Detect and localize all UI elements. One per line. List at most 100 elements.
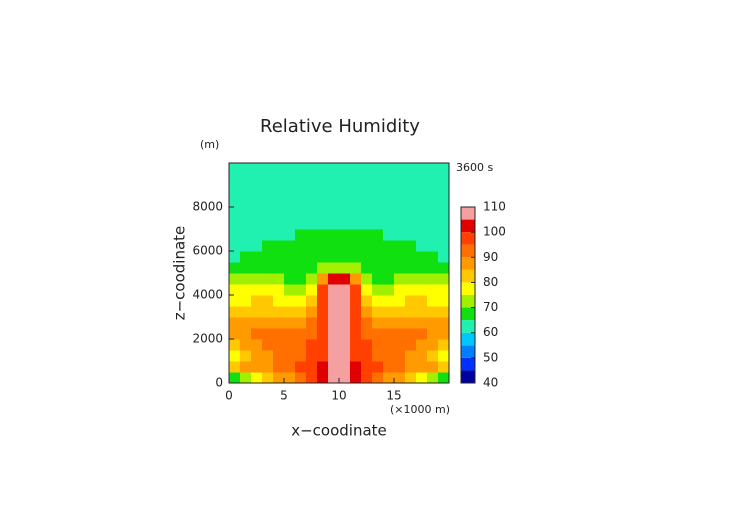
field-cell — [306, 372, 318, 384]
field-cell — [438, 163, 450, 175]
field-cell — [273, 185, 285, 197]
field-cell — [416, 339, 428, 351]
field-cell — [394, 262, 406, 274]
field-cell — [339, 251, 351, 263]
field-cell — [262, 350, 274, 362]
field-cell — [284, 350, 296, 362]
field-cell — [251, 240, 263, 252]
field-cell — [339, 163, 351, 175]
field-cell — [306, 163, 318, 175]
field-cell — [229, 251, 241, 263]
field-cell — [416, 251, 428, 263]
field-cell — [306, 240, 318, 252]
field-cell — [394, 196, 406, 208]
field-cell — [229, 361, 241, 373]
field-cell — [350, 262, 362, 274]
field-cell — [295, 284, 307, 296]
field-cell — [372, 196, 384, 208]
field-cell — [273, 372, 285, 384]
field-cell — [306, 262, 318, 274]
field-cell — [251, 207, 263, 219]
field-cell — [383, 306, 395, 318]
field-cell — [405, 185, 417, 197]
field-cell — [229, 295, 241, 307]
field-cell — [405, 207, 417, 219]
y-tick-label: 4000 — [192, 288, 223, 302]
field-cell — [328, 163, 340, 175]
field-cell — [427, 262, 439, 274]
field-cell — [284, 339, 296, 351]
field-cell — [372, 174, 384, 186]
field-cell — [317, 163, 329, 175]
field-cell — [306, 218, 318, 230]
field-cell — [328, 372, 340, 384]
field-cell — [251, 262, 263, 274]
field-cell — [262, 317, 274, 329]
field-cell — [383, 218, 395, 230]
field-cell — [405, 174, 417, 186]
field-cell — [372, 262, 384, 274]
field-cell — [317, 207, 329, 219]
field-cell — [416, 361, 428, 373]
field-cell — [240, 174, 252, 186]
field-cell — [306, 306, 318, 318]
field-cell — [416, 262, 428, 274]
field-cell — [240, 240, 252, 252]
field-cell — [240, 262, 252, 274]
field-cell — [383, 284, 395, 296]
field-cell — [339, 174, 351, 186]
field-cell — [416, 372, 428, 384]
colorbar-band — [461, 232, 475, 245]
field-cell — [438, 229, 450, 241]
field-cell — [339, 350, 351, 362]
field-cell — [328, 240, 340, 252]
field-cell — [383, 163, 395, 175]
field-cell — [262, 207, 274, 219]
field-cell — [328, 350, 340, 362]
field-cell — [427, 163, 439, 175]
field-cell — [306, 196, 318, 208]
field-cell — [262, 251, 274, 263]
field-cell — [273, 196, 285, 208]
field-cell — [361, 262, 373, 274]
field-cell — [317, 328, 329, 340]
field-cell — [438, 174, 450, 186]
field-cell — [251, 339, 263, 351]
y-tick-label: 0 — [215, 376, 223, 390]
field-cell — [405, 306, 417, 318]
field-cell — [273, 339, 285, 351]
field-cell — [295, 317, 307, 329]
field-cell — [306, 229, 318, 241]
colorbar-tick-label: 90 — [483, 250, 498, 264]
field-cell — [416, 229, 428, 241]
field-cell — [273, 229, 285, 241]
field-cell — [295, 350, 307, 362]
field-cell — [438, 361, 450, 373]
field-cell — [350, 207, 362, 219]
field-cell — [394, 284, 406, 296]
field-cell — [383, 262, 395, 274]
field-cell — [229, 174, 241, 186]
field-cell — [262, 229, 274, 241]
field-cell — [328, 295, 340, 307]
field-cell — [317, 185, 329, 197]
colorbar-tick-label: 80 — [483, 275, 498, 289]
field-cell — [273, 240, 285, 252]
field-cell — [251, 273, 263, 285]
field-cell — [328, 306, 340, 318]
field-cell — [383, 196, 395, 208]
field-cell — [427, 218, 439, 230]
field-cell — [284, 262, 296, 274]
field-cell — [306, 317, 318, 329]
field-cell — [229, 207, 241, 219]
field-cell — [295, 196, 307, 208]
field-cell — [284, 317, 296, 329]
field-cell — [416, 295, 428, 307]
x-tick-label: 5 — [280, 389, 288, 403]
field-cell — [295, 372, 307, 384]
field-cell — [317, 262, 329, 274]
field-cell — [427, 284, 439, 296]
field-cell — [427, 306, 439, 318]
field-cell — [383, 185, 395, 197]
field-cell — [405, 262, 417, 274]
